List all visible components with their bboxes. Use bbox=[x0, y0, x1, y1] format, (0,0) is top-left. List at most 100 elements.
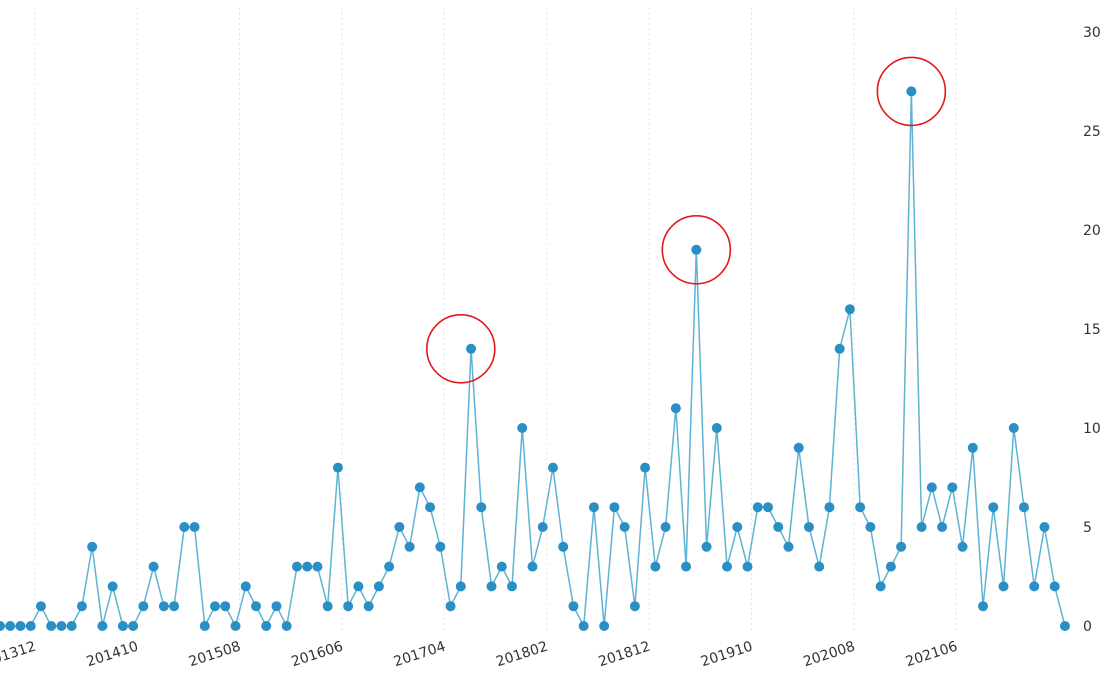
data-point[interactable] bbox=[46, 621, 57, 631]
data-point[interactable] bbox=[117, 621, 128, 631]
data-point[interactable] bbox=[957, 541, 968, 552]
data-point[interactable] bbox=[220, 601, 231, 612]
data-point[interactable] bbox=[732, 522, 743, 532]
data-point[interactable] bbox=[517, 423, 528, 433]
data-point[interactable] bbox=[896, 541, 907, 552]
data-point[interactable] bbox=[363, 601, 374, 612]
data-point[interactable] bbox=[0, 621, 5, 631]
data-point[interactable] bbox=[660, 522, 671, 532]
data-point[interactable] bbox=[568, 601, 579, 612]
data-point[interactable] bbox=[332, 462, 343, 473]
data-point[interactable] bbox=[752, 502, 763, 513]
data-point[interactable] bbox=[425, 502, 436, 513]
data-point[interactable] bbox=[885, 561, 896, 572]
data-point[interactable] bbox=[926, 482, 937, 493]
data-point[interactable] bbox=[803, 522, 814, 532]
data-point[interactable] bbox=[281, 621, 292, 631]
data-point[interactable] bbox=[414, 482, 425, 493]
data-point[interactable] bbox=[97, 621, 108, 631]
data-point[interactable] bbox=[640, 462, 651, 473]
data-point[interactable] bbox=[435, 541, 446, 552]
data-point[interactable] bbox=[558, 541, 569, 552]
data-point[interactable] bbox=[261, 621, 272, 631]
data-point[interactable] bbox=[35, 601, 46, 612]
data-point[interactable] bbox=[56, 621, 67, 631]
data-point[interactable] bbox=[1008, 423, 1019, 433]
data-point[interactable] bbox=[814, 561, 825, 572]
data-point[interactable] bbox=[210, 601, 221, 612]
data-point[interactable] bbox=[701, 541, 712, 552]
data-point[interactable] bbox=[486, 581, 497, 592]
data-point[interactable] bbox=[609, 502, 620, 513]
data-point[interactable] bbox=[763, 502, 773, 513]
data-point[interactable] bbox=[138, 601, 149, 612]
data-point[interactable] bbox=[199, 621, 210, 631]
data-point[interactable] bbox=[629, 601, 640, 612]
data-point[interactable] bbox=[5, 621, 16, 631]
data-point[interactable] bbox=[476, 502, 487, 513]
data-point[interactable] bbox=[793, 442, 804, 453]
data-point[interactable] bbox=[271, 601, 282, 612]
data-point[interactable] bbox=[711, 423, 722, 433]
data-point[interactable] bbox=[507, 581, 517, 592]
data-point[interactable] bbox=[404, 541, 415, 552]
data-point[interactable] bbox=[343, 601, 354, 612]
data-point[interactable] bbox=[937, 522, 948, 532]
data-point[interactable] bbox=[76, 601, 87, 612]
data-point[interactable] bbox=[650, 561, 661, 572]
data-point[interactable] bbox=[455, 581, 466, 592]
data-point[interactable] bbox=[916, 522, 927, 532]
data-point[interactable] bbox=[947, 482, 958, 493]
data-point[interactable] bbox=[373, 581, 384, 592]
data-point[interactable] bbox=[691, 244, 702, 255]
data-point[interactable] bbox=[855, 502, 866, 513]
data-point[interactable] bbox=[15, 621, 26, 631]
data-point[interactable] bbox=[189, 522, 200, 532]
data-point[interactable] bbox=[865, 522, 876, 532]
data-point[interactable] bbox=[722, 561, 733, 572]
data-point[interactable] bbox=[875, 581, 886, 592]
data-point[interactable] bbox=[322, 601, 333, 612]
data-point[interactable] bbox=[384, 561, 395, 572]
data-point[interactable] bbox=[251, 601, 261, 612]
data-point[interactable] bbox=[240, 581, 251, 592]
data-point[interactable] bbox=[527, 561, 538, 572]
data-point[interactable] bbox=[496, 561, 507, 572]
data-point[interactable] bbox=[128, 621, 139, 631]
data-point[interactable] bbox=[169, 601, 180, 612]
data-point[interactable] bbox=[466, 343, 477, 354]
data-point[interactable] bbox=[844, 304, 855, 315]
data-point[interactable] bbox=[599, 621, 610, 631]
data-point[interactable] bbox=[578, 621, 589, 631]
data-point[interactable] bbox=[742, 561, 753, 572]
data-point[interactable] bbox=[681, 561, 692, 572]
data-point[interactable] bbox=[445, 601, 456, 612]
data-point[interactable] bbox=[978, 601, 989, 612]
data-point[interactable] bbox=[1039, 522, 1050, 532]
data-point[interactable] bbox=[783, 541, 794, 552]
data-point[interactable] bbox=[988, 502, 999, 513]
data-point[interactable] bbox=[107, 581, 118, 592]
data-point[interactable] bbox=[394, 522, 405, 532]
data-point[interactable] bbox=[353, 581, 364, 592]
data-point[interactable] bbox=[179, 522, 190, 532]
data-point[interactable] bbox=[230, 621, 241, 631]
data-point[interactable] bbox=[670, 403, 681, 414]
data-point[interactable] bbox=[87, 541, 98, 552]
data-point[interactable] bbox=[588, 502, 599, 513]
data-point[interactable] bbox=[312, 561, 323, 572]
data-point[interactable] bbox=[1049, 581, 1060, 592]
data-point[interactable] bbox=[1019, 502, 1029, 513]
data-point[interactable] bbox=[967, 442, 978, 453]
data-point[interactable] bbox=[66, 621, 77, 631]
data-point[interactable] bbox=[148, 561, 159, 572]
data-point[interactable] bbox=[834, 343, 845, 354]
data-point[interactable] bbox=[824, 502, 835, 513]
data-point[interactable] bbox=[158, 601, 169, 612]
data-point[interactable] bbox=[25, 621, 36, 631]
data-point[interactable] bbox=[619, 522, 630, 532]
data-point[interactable] bbox=[906, 86, 917, 97]
data-point[interactable] bbox=[547, 462, 558, 473]
data-point[interactable] bbox=[998, 581, 1009, 592]
data-point[interactable] bbox=[1029, 581, 1040, 592]
